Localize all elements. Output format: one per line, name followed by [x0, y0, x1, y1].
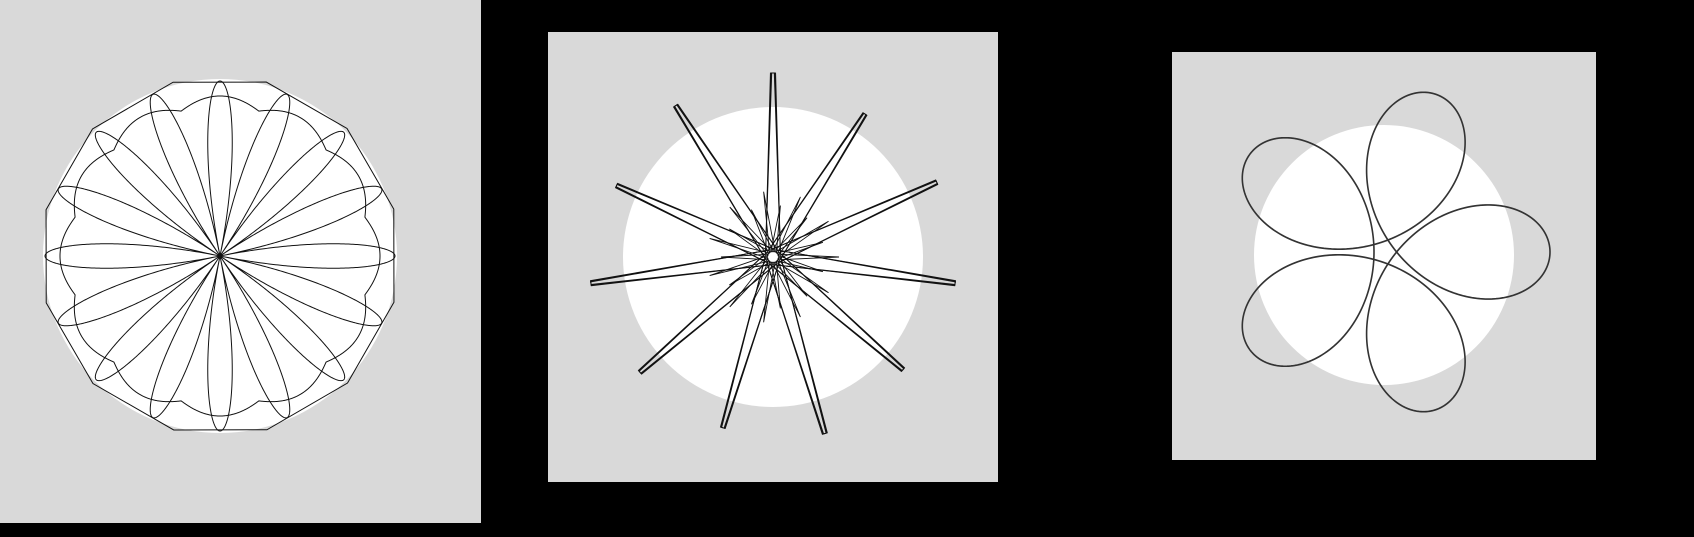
- star-spike: [614, 182, 774, 263]
- spirograph-star-icon: [590, 72, 956, 435]
- star-spike: [767, 112, 868, 259]
- inner-spike: [776, 255, 824, 273]
- inner-spike: [774, 256, 829, 294]
- star-spike: [590, 249, 772, 287]
- star-spike: [765, 72, 781, 255]
- panel-hypotrochoid-ring: [1172, 52, 1596, 460]
- inner-spike: [729, 206, 773, 257]
- inner-spike: [770, 260, 781, 309]
- inner-spike: [709, 237, 770, 259]
- inner-spike: [771, 196, 801, 255]
- inner-spike: [771, 259, 801, 318]
- white-disc: [623, 107, 923, 407]
- panel-star-burst: [548, 32, 998, 482]
- inner-spike: [773, 257, 808, 297]
- inner-spike: [750, 259, 775, 305]
- star-spike: [770, 252, 906, 373]
- hypotrochoid-curve: [1241, 91, 1551, 413]
- panel-rose-polygon: [0, 0, 481, 523]
- inner-spike: [709, 255, 770, 277]
- star-spike: [719, 257, 780, 430]
- inner-spike: [773, 217, 808, 257]
- inner-spike: [728, 256, 772, 286]
- center-ring: [766, 250, 780, 264]
- polygon-outline: [45, 81, 395, 431]
- star-spike: [637, 252, 776, 375]
- spirograph-ring-icon: [1241, 91, 1551, 413]
- scalloped-ring: [59, 95, 381, 417]
- star-spike: [672, 103, 779, 259]
- inner-spike: [776, 241, 824, 259]
- inner-spike: [763, 191, 776, 254]
- inner-spike: [729, 257, 773, 308]
- inner-spike: [774, 220, 829, 258]
- rose-polygon-drawing: [43, 79, 397, 433]
- white-disc: [1254, 125, 1514, 385]
- inner-spike: [720, 253, 769, 261]
- star-spike: [772, 179, 939, 263]
- spirograph-rose-icon: [44, 80, 396, 432]
- inner-spike: [728, 228, 772, 258]
- inner-spike: [763, 260, 776, 323]
- star-spike: [774, 249, 956, 287]
- inner-spike: [777, 253, 840, 261]
- star-spike: [766, 257, 828, 435]
- rose-curve: [44, 80, 396, 432]
- hypotrochoid-ring-drawing: [1241, 91, 1551, 413]
- inner-spike: [750, 209, 775, 255]
- star-burst-drawing: [590, 72, 956, 435]
- inner-spike: [770, 205, 781, 254]
